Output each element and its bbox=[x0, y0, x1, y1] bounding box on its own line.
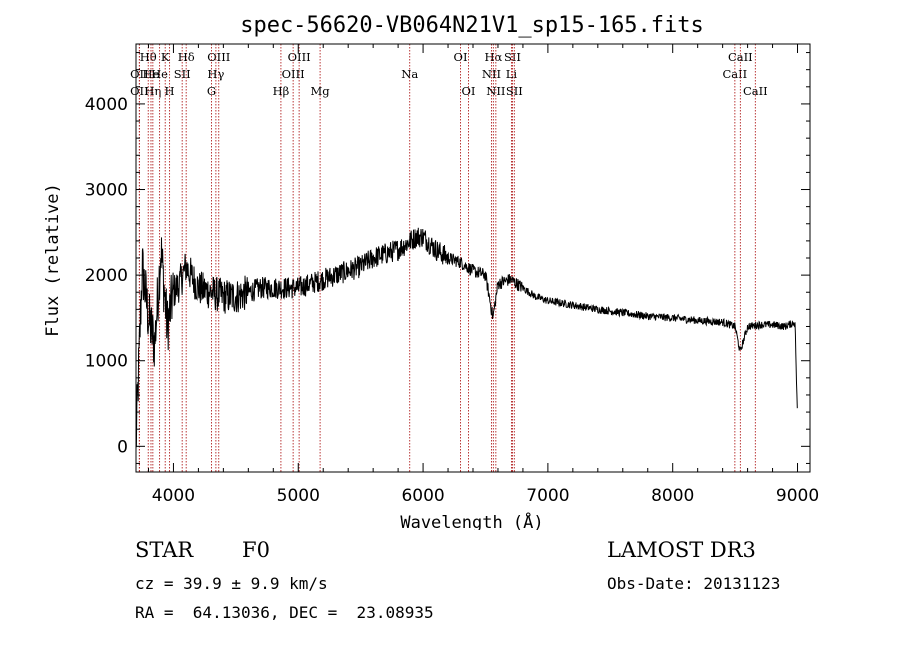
line-marker-label-3: He bbox=[143, 67, 160, 81]
x-tick-label-3: 7000 bbox=[526, 486, 569, 506]
line-marker-label-6: He bbox=[151, 67, 168, 81]
line-marker-label-13: Hβ bbox=[273, 84, 290, 98]
line-marker-label-21: NII bbox=[482, 67, 501, 81]
x-tick-label-1: 5000 bbox=[277, 486, 320, 506]
x-tick-label-2: 6000 bbox=[401, 486, 444, 506]
x-tick-label-4: 8000 bbox=[651, 486, 694, 506]
line-marker-label-19: OI bbox=[462, 84, 476, 98]
plot-frame bbox=[135, 43, 811, 473]
line-marker-label-8: Hδ bbox=[178, 50, 195, 64]
line-marker-label-28: CaII bbox=[743, 84, 768, 98]
survey-label: LAMOST DR3 bbox=[607, 538, 756, 562]
line-marker-label-17: Na bbox=[401, 67, 418, 81]
class-label: STAR bbox=[135, 538, 194, 562]
line-marker-label-5: K bbox=[161, 50, 170, 64]
line-marker-label-26: CaII bbox=[722, 67, 747, 81]
spectrum-chart: spec-56620-VB064N21V1_sp15-165.fits Hθ OI… bbox=[43, 13, 819, 530]
line-marker-label-18: OI bbox=[454, 50, 468, 64]
y-tick-label-0: 0 bbox=[117, 437, 128, 457]
series-line-0 bbox=[135, 227, 798, 448]
line-marker-label-15: OIII bbox=[282, 67, 305, 81]
radec-readout: RA = 64.13036, DEC = 23.08935 bbox=[135, 603, 434, 622]
line-marker-label-16: Mg bbox=[311, 84, 331, 98]
line-marker-label-10: OIII bbox=[207, 50, 230, 64]
x-tick-label-0: 4000 bbox=[152, 486, 195, 506]
obs-date-readout: Obs-Date: 20131123 bbox=[607, 574, 781, 593]
line-marker-label-4: Hη bbox=[144, 84, 161, 98]
line-marker-label-0: Hθ bbox=[140, 50, 157, 64]
axis-layer: 4000 5000 6000 7000 8000 9000 0 1000 2000 3000 400… bbox=[85, 44, 819, 506]
line-marker-label-14: OIII bbox=[288, 50, 311, 64]
line-marker-label-22: NII bbox=[486, 84, 505, 98]
line-marker-label-2: OII bbox=[130, 84, 149, 98]
line-marker-label-25: SII bbox=[506, 84, 523, 98]
y-tick-label-3: 3000 bbox=[85, 181, 128, 201]
series-layer bbox=[135, 227, 798, 448]
y-tick-label-2: 2000 bbox=[85, 266, 128, 286]
line-marker-label-11: Hγ bbox=[207, 67, 224, 81]
line-marker-label-27: CaII bbox=[728, 50, 753, 64]
line-marker-label-7: H bbox=[165, 84, 175, 98]
cz-readout: cz = 39.9 ± 9.9 km/s bbox=[135, 574, 328, 593]
line-marker-label-24: Li bbox=[506, 67, 518, 81]
subclass-label: F0 bbox=[242, 538, 270, 562]
x-axis-label: Wavelength (Å) bbox=[400, 511, 543, 530]
y-tick-label-4: 4000 bbox=[85, 95, 128, 115]
line-marker-label-12: G bbox=[207, 84, 216, 98]
line-marker-label-23: SII bbox=[504, 50, 521, 64]
chart-title: spec-56620-VB064N21V1_sp15-165.fits bbox=[240, 13, 704, 38]
line-marker-label-20: Hα bbox=[484, 50, 502, 64]
y-axis-label: Flux (relative) bbox=[43, 183, 63, 337]
line-marker-label-9: SII bbox=[174, 67, 191, 81]
x-tick-label-5: 9000 bbox=[776, 486, 819, 506]
y-tick-label-1: 1000 bbox=[85, 352, 128, 372]
